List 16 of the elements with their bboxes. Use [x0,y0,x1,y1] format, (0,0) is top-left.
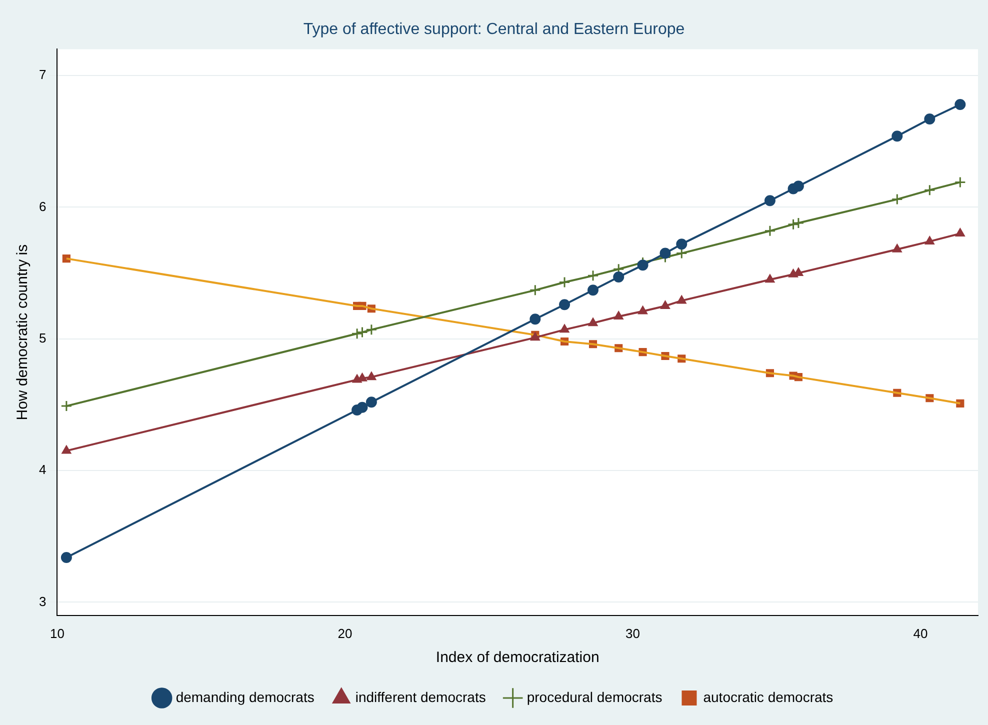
y-axis-title: How democratic country is [14,244,32,420]
legend-label: demanding democrats [176,688,314,705]
y-tick-label: 3 [38,594,46,609]
x-tick-label: 30 [625,626,640,641]
x-axis-title: Index of democratization [436,649,600,666]
legend-label: autocratic democrats [703,688,834,705]
y-tick-label: 4 [38,462,46,478]
y-tick-label: 5 [38,330,46,346]
y-tick-label: 6 [38,198,46,214]
legend-label: indifferent democrats [355,688,486,705]
x-tick-label: 10 [50,626,64,641]
y-tick-label: 7 [38,67,46,82]
x-tick-label: 20 [338,626,352,641]
x-tick-label: 40 [913,626,928,641]
chart-title: Type of affective support: Central and Eastern Europe [303,21,685,38]
legend-label: procedural democrats [526,688,662,705]
